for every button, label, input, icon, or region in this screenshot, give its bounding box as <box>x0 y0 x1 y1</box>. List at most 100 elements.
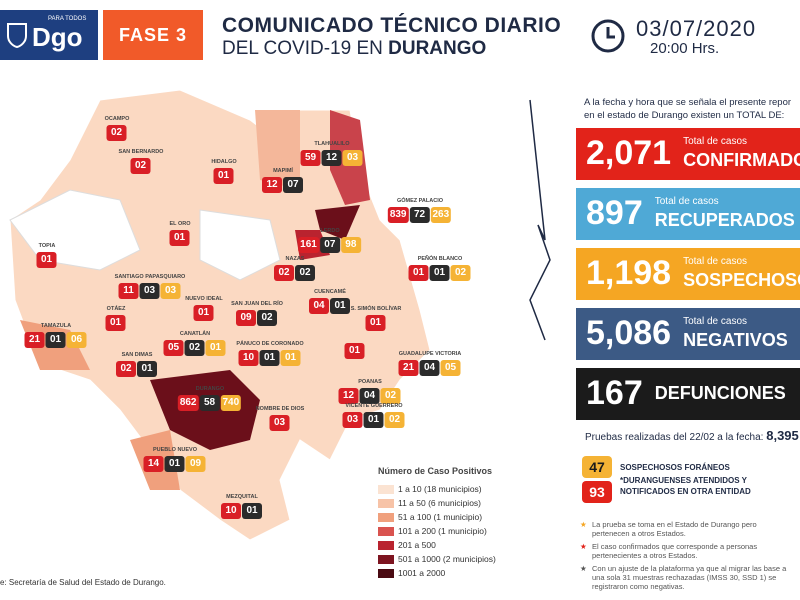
legend-label: 501 a 1000 (2 municipios) <box>398 554 496 564</box>
state: DURANGO <box>388 38 487 59</box>
badge-group: 10 01 <box>221 503 263 519</box>
case-badge: 01 <box>408 265 429 281</box>
stat-box: 5,086 Total de casos NEGATIVOS <box>576 308 800 360</box>
logo-text: Dgo <box>32 22 83 52</box>
stat-value: 897 <box>586 194 643 232</box>
subtitle-text: DEL COVID-19 EN <box>222 38 383 59</box>
badge-group: 01 <box>213 168 235 184</box>
coat-of-arms <box>7 23 27 48</box>
stat-value: 1,198 <box>586 254 672 292</box>
case-badge: 72 <box>409 207 430 223</box>
logo: PARA TODOS Dgo <box>0 10 98 60</box>
municipality-name: SAN DIMAS <box>121 352 153 358</box>
case-badge: 11 <box>118 283 139 299</box>
footnote: ★ La prueba se toma en el Estado de Duran… <box>580 520 795 538</box>
badge-group: 21 04 05 <box>398 360 462 376</box>
case-badge: 14 <box>143 456 164 472</box>
case-badge: 02 <box>380 388 401 404</box>
case-badge: 02 <box>384 412 405 428</box>
case-badge: 01 <box>330 298 350 314</box>
case-badge: 01 <box>137 361 157 377</box>
municipality-name: HIDALGO <box>211 159 237 165</box>
municipality-name: EL ORO <box>169 221 191 227</box>
case-badge: 01 <box>205 340 226 356</box>
case-badge: 01 <box>259 350 280 366</box>
legend-swatch <box>378 527 394 537</box>
region-mapimi <box>255 110 300 190</box>
legend-title: Número de Caso Positivos <box>378 466 493 476</box>
badge-group: 01 <box>365 315 387 331</box>
municipality-name: NOMBRE DE DIOS <box>255 406 305 412</box>
badge-group: 04 01 <box>309 298 351 314</box>
municipality-name: PEÑÓN BLANCO <box>417 256 463 262</box>
legend-swatch <box>378 485 394 495</box>
municipality-name: LERDO <box>320 228 340 234</box>
intro: A la fecha y hora que se señala el prese… <box>584 96 791 122</box>
case-badge: 04 <box>359 388 380 404</box>
badge-group: 05 02 01 <box>163 340 227 356</box>
municipality-name: S. SIMÓN BOLÍVAR <box>350 306 402 312</box>
badge-group: 12 04 02 <box>338 388 402 404</box>
footnote-text: El caso confirmados que corresponde a pe… <box>592 542 758 560</box>
case-badge: 07 <box>319 237 340 253</box>
case-badge: 04 <box>309 298 329 314</box>
case-badge: 04 <box>419 360 440 376</box>
stat-box: 167 DEFUNCIONES <box>576 368 800 420</box>
footnote-star: ★ <box>580 542 587 551</box>
legend-item: 1 a 10 (18 municipios) <box>378 484 482 495</box>
legend-swatch <box>378 555 394 565</box>
badge-group: 01 <box>36 252 58 268</box>
region-no-cases <box>199 209 281 281</box>
municipality-name: GÓMEZ PALACIO <box>396 198 444 204</box>
badge-group: 11 03 03 <box>118 283 182 299</box>
case-badge: 02 <box>274 265 294 281</box>
case-badge: 06 <box>66 332 87 348</box>
municipality-name: NAZAS <box>285 256 305 262</box>
case-badge: 01 <box>105 315 126 331</box>
case-badge: 07 <box>283 177 303 193</box>
municipality-name: TAMAZULA <box>40 323 72 329</box>
tests-value: 8,395 <box>766 428 799 443</box>
case-badge: 10 <box>238 350 259 366</box>
legend-item: 101 a 200 (1 municipio) <box>378 526 487 537</box>
case-badge: 10 <box>221 503 241 519</box>
badge-group: 03 01 02 <box>342 412 406 428</box>
footnote: ★ Con un ajuste de la plataforma ya que a… <box>580 564 795 591</box>
case-badge: 02 <box>295 265 315 281</box>
date: 03/07/2020 <box>636 16 757 41</box>
municipality-name: CUENCAMÉ <box>314 289 346 295</box>
case-badge: 03 <box>160 283 181 299</box>
legend-item: 51 a 100 (1 municipio) <box>378 512 482 523</box>
municipality-name: PÁNUCO DE CORONADO <box>236 341 304 347</box>
stat-label: NEGATIVOS <box>683 330 788 350</box>
stat-caption: Total de casos <box>683 316 748 327</box>
municipality-name: TOPIA <box>38 243 56 249</box>
case-badge: 09 <box>236 310 256 326</box>
municipality-name: CANATLÁN <box>179 331 211 337</box>
case-badge: 05 <box>440 360 461 376</box>
municipality-name: OTÁEZ <box>106 306 126 312</box>
stat-caption: Total de casos <box>683 256 748 267</box>
legend-label: 51 a 100 (1 municipio) <box>398 512 483 522</box>
stat-caption: Total de casos <box>683 136 748 147</box>
title: COMUNICADO TÉCNICO DIARIO <box>222 14 562 37</box>
stat-box: 2,071 Total de casos CONFIRMADOS <box>576 128 800 180</box>
legend-swatch <box>378 499 394 509</box>
legend-label: 101 a 200 (1 municipio) <box>398 526 487 536</box>
municipality-name: MAPIMÍ <box>273 168 293 174</box>
chip-value: 47 <box>582 456 612 478</box>
badge-group: 862 58 740 <box>177 395 242 411</box>
case-badge: 161 <box>298 237 319 253</box>
case-badge: 01 <box>242 503 262 519</box>
footnote-text: Con un ajuste de la plataforma ya que al… <box>592 564 787 591</box>
case-badge: 02 <box>450 265 471 281</box>
clock-icon <box>591 19 625 53</box>
case-badge: 12 <box>321 150 342 166</box>
legend-label: 201 a 500 <box>398 540 436 550</box>
divider <box>529 99 551 341</box>
case-badge: 01 <box>213 168 234 184</box>
case-badge: 862 <box>177 395 199 411</box>
subtitle: DEL COVID-19 EN DURANGO <box>222 38 486 60</box>
municipality-name: GUADALUPE VICTORIA <box>398 351 462 357</box>
